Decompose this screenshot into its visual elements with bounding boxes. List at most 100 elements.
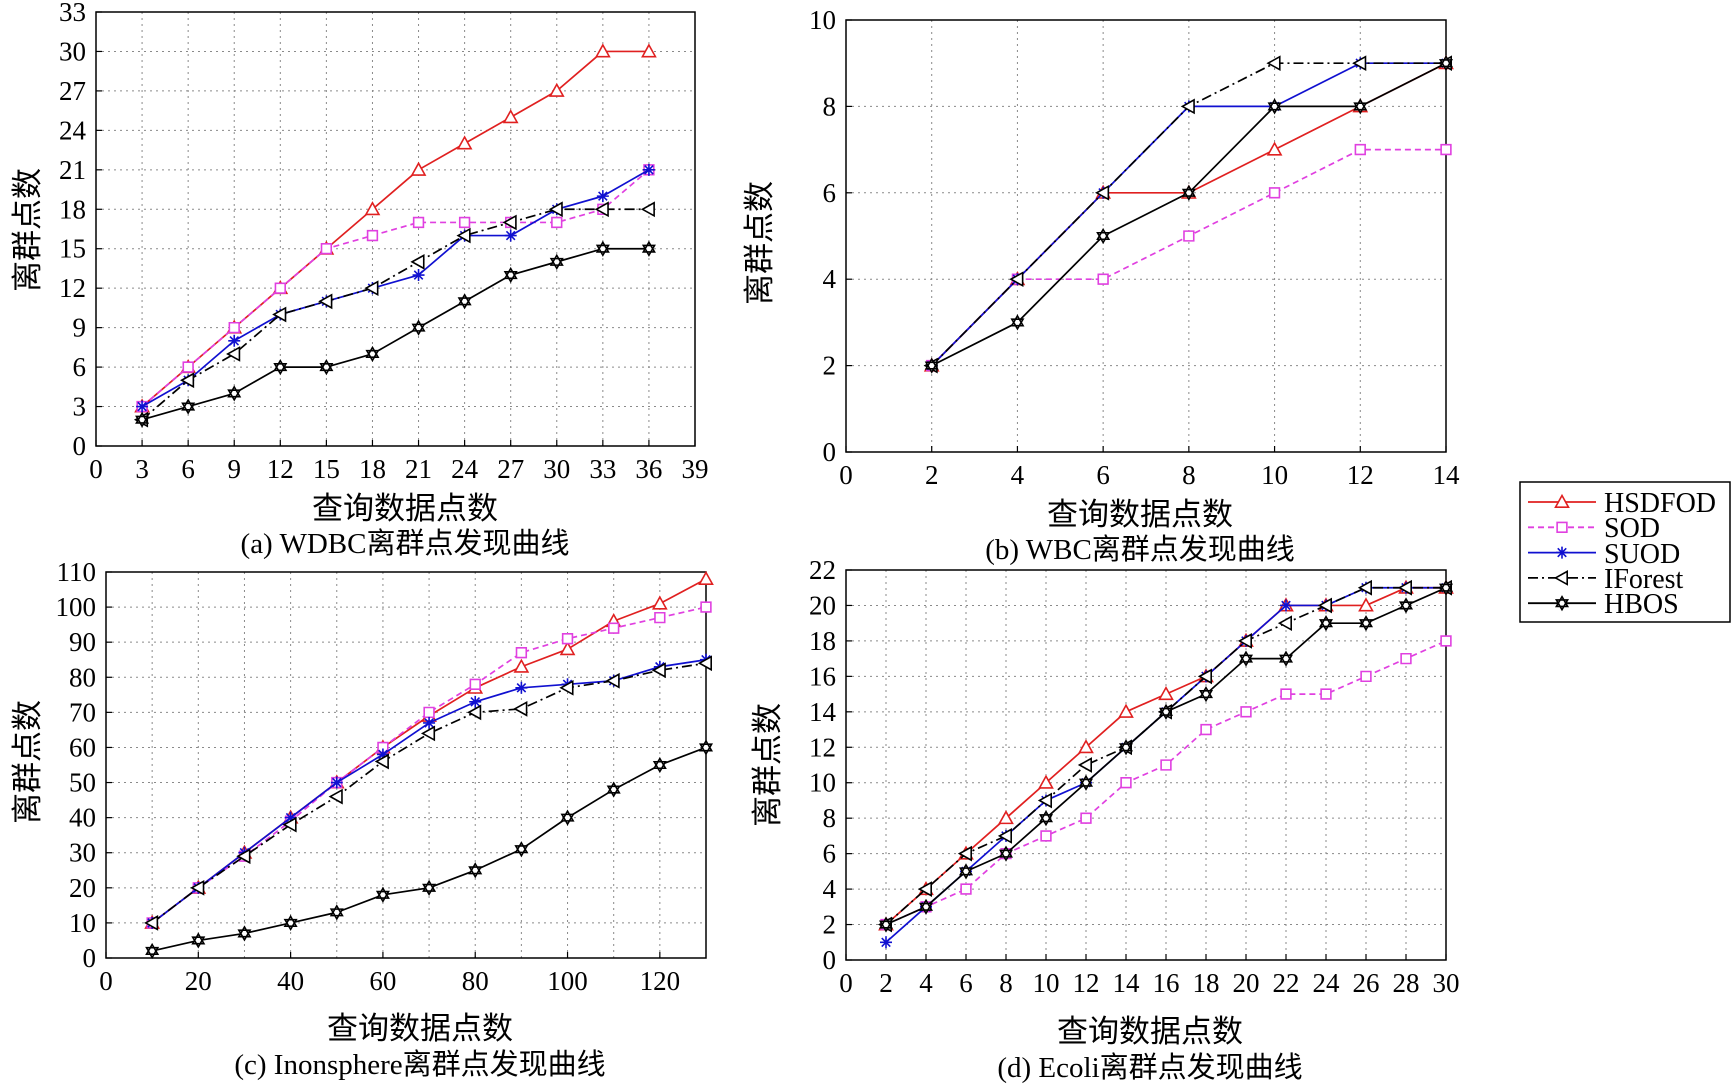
panel-d-point-sod	[1240, 706, 1252, 718]
panel-d-ytick-label: 14	[809, 697, 837, 727]
panel-b-ytick-label: 2	[823, 351, 837, 381]
panel-c-point-iforest	[236, 848, 251, 865]
panel-c-point-suod	[515, 681, 528, 694]
panel-d-xtick-label: 28	[1393, 968, 1420, 998]
panel-a-point-iforest	[456, 227, 471, 244]
panel-a-ytick-label: 9	[73, 313, 87, 343]
panel-d-point-sod	[960, 883, 972, 895]
legend-box	[1519, 481, 1731, 623]
panel-c-point-suod	[423, 716, 436, 729]
panel-c-ytick-label: 90	[69, 627, 96, 657]
panel-c-point-sod	[700, 601, 712, 613]
panel-a-xtick-label: 33	[589, 454, 616, 484]
panel-a-point-hsdfod	[364, 201, 381, 216]
panel-d-ytick-label: 6	[823, 839, 837, 869]
panel-c-point-hbos	[422, 879, 437, 896]
panel-a-point-suod	[596, 190, 609, 203]
panel-b-ytick-label: 4	[823, 264, 837, 294]
panel-c-point-hbos	[237, 925, 252, 942]
panel-d-xtick-label: 4	[919, 968, 933, 998]
panel-a-caption: (a) WDBC离群点发现曲线	[241, 527, 570, 560]
panel-d-ytick-label: 4	[823, 874, 837, 904]
panel-c-point-iforest	[190, 879, 205, 896]
panel-a-xtick-label: 21	[405, 454, 432, 484]
panel-a-point-hbos	[181, 398, 196, 415]
panel-a-ytick-label: 33	[59, 0, 86, 27]
panel-d-point-sod	[1040, 830, 1052, 842]
panel-a-point-hbos	[503, 266, 518, 284]
panel-c-point-suod	[284, 811, 297, 824]
panel-d-point-hbos	[878, 916, 894, 933]
panel-c-xlabel: 查询数据点数	[327, 1011, 513, 1046]
panel-a-xtick-label: 39	[682, 454, 709, 484]
panel-d-point-sod	[1200, 723, 1212, 736]
panel-d: (d) Ecoli离群点发现曲线 查询数据点数 离群点数	[750, 703, 1303, 1084]
panel-a-ytick-label: 24	[59, 115, 87, 145]
panel-b-frame	[845, 19, 1447, 453]
panel-a-point-sod	[320, 243, 333, 255]
panel-c-point-sod	[515, 647, 528, 659]
panel-d-ytick-label: 0	[823, 945, 837, 975]
panel-b-xtick-label: 8	[1182, 460, 1196, 490]
panel-c-xtick-label: 100	[547, 966, 588, 996]
panel-d-point-iforest	[997, 828, 1012, 844]
panel-b-point-iforest	[1266, 55, 1281, 72]
panel-b-point-sod	[1183, 230, 1195, 242]
panel-c-point-iforest	[374, 753, 389, 770]
panel-c-point-sod	[561, 632, 574, 645]
panel-c-point-hbos	[283, 914, 298, 932]
panel-d-frame	[845, 569, 1447, 961]
panel-c-xtick-label: 40	[277, 966, 304, 996]
panel-a-point-suod	[136, 400, 149, 413]
panel-a-point-iforest	[410, 254, 425, 270]
panel-b-xtick-label: 0	[839, 460, 853, 490]
panel-a-point-iforest	[594, 201, 609, 218]
panel-a-series-line-sod	[141, 169, 650, 408]
panel-a-point-iforest	[318, 293, 333, 310]
panel-a-xtick-label: 0	[89, 454, 103, 484]
panel-c-point-suod	[469, 695, 482, 708]
panel-b-xtick-label: 2	[925, 460, 939, 490]
panel-c-point-hbos	[514, 841, 529, 858]
panel-d-xtick-label: 26	[1353, 968, 1380, 998]
panel-a-xtick-label: 12	[267, 454, 294, 484]
panel-d-ytick-label: 2	[823, 910, 837, 940]
panel-a-point-sod	[366, 229, 379, 242]
panel-b-point-hbos	[1181, 184, 1196, 201]
panel-d-xtick-label: 0	[839, 968, 853, 998]
panel-d-point-hbos	[1238, 650, 1254, 667]
panel-a-point-iforest	[272, 306, 287, 323]
panel-b-xtick-label: 6	[1096, 460, 1110, 490]
panel-c-point-iforest	[605, 672, 620, 689]
panel-b-xtick-label: 10	[1261, 460, 1288, 490]
panel-d-point-hsdfod	[1038, 774, 1054, 789]
panel-c-point-hbos	[652, 756, 667, 774]
panel-b-ytick-label: 10	[809, 5, 836, 35]
panel-d-point-iforest	[917, 881, 932, 897]
legend-label-iforest: IForest	[1604, 564, 1684, 595]
panel-d-point-iforest	[1317, 597, 1332, 614]
panel-d-point-iforest	[957, 845, 972, 862]
panel-c-point-iforest	[144, 915, 159, 931]
panel-d-xtick-label: 18	[1193, 968, 1220, 998]
panel-c-point-hbos	[145, 942, 160, 960]
panel-a-xlabel: 查询数据点数	[312, 491, 498, 526]
panel-c-point-sod	[423, 706, 435, 719]
panel-a-ytick-label: 27	[59, 76, 86, 106]
panel-a-point-suod	[642, 163, 655, 176]
panel-c-point-hsdfod	[513, 658, 530, 673]
panel-d-point-hbos	[1318, 615, 1334, 632]
panel-b-point-hbos	[1010, 314, 1025, 331]
panel-a-point-sod	[412, 216, 425, 229]
panel-b-point-sod	[1440, 143, 1452, 156]
panel-d-point-hbos	[1118, 739, 1134, 756]
panel-a-ylabel: 离群点数	[10, 168, 45, 292]
panel-c-point-iforest	[697, 655, 712, 672]
panel-d-point-sod	[1440, 635, 1452, 647]
panel-c-point-iforest	[282, 816, 297, 833]
panel-b-ytick-label: 8	[823, 91, 837, 121]
panel-d-point-suod	[1280, 599, 1292, 612]
panel-a-series-line-suod	[141, 169, 650, 408]
panel-d-point-hbos	[1278, 650, 1294, 667]
panel-b-ylabel: 离群点数	[742, 181, 777, 305]
